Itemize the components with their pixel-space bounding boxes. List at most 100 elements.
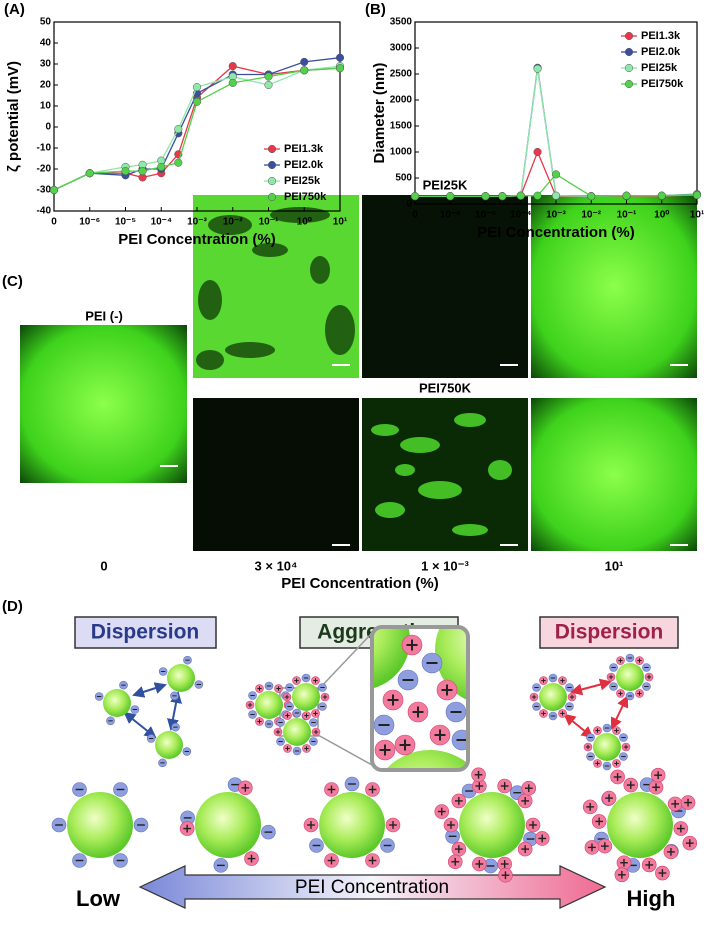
scale-bars: [160, 364, 688, 546]
x-tick-label: 10⁻¹: [259, 217, 279, 228]
state-box: [539, 616, 679, 649]
nanoparticle: [435, 627, 468, 705]
legend-label: PEI25k: [284, 175, 321, 187]
legend-label: PEI1.3k: [284, 143, 324, 155]
nanoparticle: [372, 627, 410, 690]
data-point: [138, 167, 147, 176]
legend-label: PEI750k: [284, 191, 327, 203]
x-tick-label: 10⁻²: [581, 210, 601, 221]
y-tick-label: 30: [40, 59, 52, 70]
zoom-lines: [317, 632, 373, 766]
data-point: [481, 192, 490, 201]
zoom-view: [372, 627, 468, 770]
legend-label: PEI25k: [641, 62, 678, 74]
low-label: Low: [76, 886, 121, 911]
nanoparticle: [539, 683, 567, 711]
data-point: [228, 78, 237, 87]
nanoparticle: [195, 792, 261, 858]
nanoparticle: [459, 792, 525, 858]
data-point: [174, 125, 183, 134]
y-tick-label: 2500: [390, 69, 413, 80]
nanoparticle: [155, 731, 183, 759]
row-title: PEI25K: [423, 177, 468, 192]
nanoparticle: [607, 792, 673, 858]
high-label: High: [627, 886, 676, 911]
data-point: [300, 66, 309, 75]
x-tick-label: 10⁻³: [187, 217, 207, 228]
zoom-frame: [370, 625, 470, 772]
data-point: [622, 191, 631, 200]
nanoparticle: [616, 663, 644, 691]
data-point: [264, 72, 273, 81]
column-label: 0: [100, 558, 107, 573]
concentration-arrow: [138, 865, 607, 909]
column-label: 1 × 10⁻³: [421, 558, 469, 573]
data-point: [533, 64, 542, 73]
row-title: PEI750K: [419, 380, 472, 395]
legend-label: PEI1.3k: [641, 30, 681, 42]
panel-label: (B): [365, 1, 386, 18]
nanoparticle: [103, 689, 131, 717]
data-point: [85, 169, 94, 178]
state-label: Dispersion: [91, 621, 200, 644]
x-tick-label: 10⁻³: [546, 210, 566, 221]
x-tick-label: 10⁻⁶: [79, 217, 100, 228]
data-point: [498, 192, 507, 201]
data-point: [121, 167, 130, 176]
data-point: [157, 162, 166, 171]
nanoparticle: [292, 683, 320, 711]
data-point: [410, 192, 420, 201]
nanoparticle: [255, 691, 283, 719]
control-title: PEI (-): [85, 308, 123, 323]
x-tick-label: 0: [51, 217, 57, 228]
micrograph: [20, 325, 187, 483]
micrograph: [193, 398, 359, 551]
data-point: [335, 64, 345, 73]
y-tick-label: 20: [40, 80, 52, 91]
y-tick-label: 3000: [390, 43, 413, 54]
x-tick-label: 10⁰: [654, 210, 669, 221]
nanoparticle: [67, 792, 133, 858]
nanoparticle: [319, 792, 385, 858]
data-point: [587, 192, 596, 201]
axis-title: PEI Concentration (%): [281, 575, 439, 592]
x-tick-label: 10⁻⁶: [440, 210, 461, 221]
state-label: Dispersion: [555, 621, 664, 644]
data-point: [446, 192, 455, 201]
y-tick-label: 3500: [390, 17, 413, 28]
x-tick-label: 10⁻⁴: [510, 210, 531, 221]
data-point: [335, 53, 345, 62]
x-tick-label: 10⁻⁵: [475, 210, 496, 221]
y-tick-label: 50: [40, 17, 52, 28]
y-tick-label: 40: [40, 38, 52, 49]
data-point: [49, 185, 59, 195]
legend-label: PEI2.0k: [641, 46, 681, 58]
data-point: [228, 62, 237, 71]
legend-marker: [624, 63, 634, 73]
x-tick-label: 10⁻⁴: [151, 217, 172, 228]
legend-marker: [267, 144, 277, 154]
data-point: [300, 57, 309, 66]
x-tick-label: 10¹: [333, 217, 348, 228]
y-tick-label: -10: [37, 143, 52, 154]
data-point: [533, 147, 542, 157]
legend-marker: [624, 31, 634, 41]
y-tick-label: 1500: [390, 121, 413, 132]
arrow-label: PEI Concentration: [295, 877, 449, 898]
state-box: [74, 616, 217, 649]
nanoparticle: [593, 733, 621, 761]
nanoparticle: [167, 664, 195, 692]
panel-label: (A): [4, 1, 25, 18]
data-point: [551, 170, 561, 179]
legend-marker: [267, 160, 277, 170]
micrograph: [531, 398, 697, 551]
y-tick-label: 500: [395, 173, 412, 184]
panel-label: (D): [2, 598, 23, 615]
micrograph: [362, 195, 528, 378]
legend-marker: [267, 176, 277, 186]
y-tick-label: 2000: [390, 95, 413, 106]
data-point: [174, 158, 183, 167]
data-point: [533, 191, 542, 200]
